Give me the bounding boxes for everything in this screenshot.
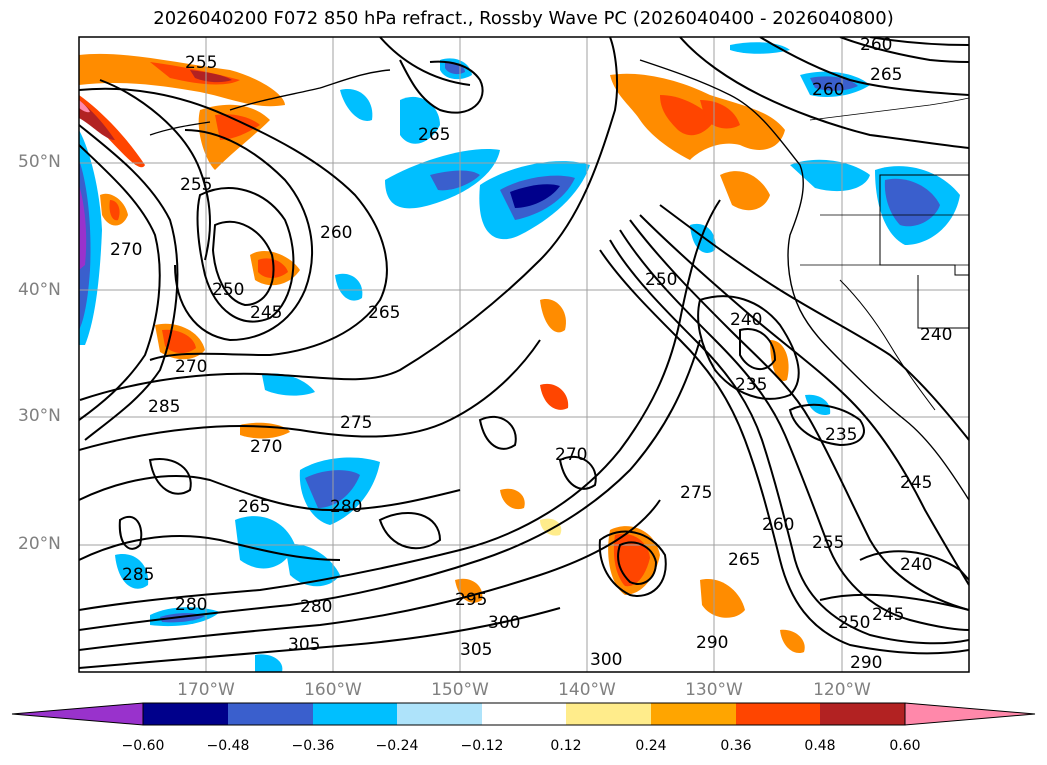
contour-labels: 255 260 265 250 245 270 255 260 265 270 … bbox=[110, 35, 952, 673]
contour-label: 265 bbox=[368, 303, 400, 323]
contour-label: 260 bbox=[812, 80, 844, 100]
contour-label: 260 bbox=[860, 35, 892, 55]
coastlines bbox=[149, 59, 969, 501]
contour-label: 305 bbox=[460, 640, 492, 660]
contour-label: 250 bbox=[212, 280, 244, 300]
lon-label: 170°W bbox=[177, 680, 235, 700]
contour-label: 300 bbox=[488, 613, 520, 633]
contour-label: 275 bbox=[340, 413, 372, 433]
colorbar-bin bbox=[143, 703, 228, 725]
contour-label: 245 bbox=[900, 473, 932, 493]
colorbar-bin bbox=[228, 703, 313, 725]
contour-label: 265 bbox=[870, 65, 902, 85]
contour-label: 295 bbox=[455, 590, 487, 610]
map-frame bbox=[78, 36, 970, 673]
contour-lines bbox=[79, 37, 969, 669]
contour-label: 275 bbox=[680, 483, 712, 503]
contour-label: 270 bbox=[555, 445, 587, 465]
contour-label: 240 bbox=[730, 310, 762, 330]
colorbar-bin bbox=[820, 703, 905, 725]
contour-label: 265 bbox=[728, 550, 760, 570]
contour-label: 255 bbox=[812, 533, 844, 553]
contour-label: 260 bbox=[762, 515, 794, 535]
contour-label: 280 bbox=[300, 597, 332, 617]
colorbar-tick-label: 0.12 bbox=[550, 738, 582, 754]
contour-label: 305 bbox=[288, 635, 320, 655]
lon-label: 160°W bbox=[304, 680, 362, 700]
contour-label: 250 bbox=[838, 613, 870, 633]
contour-label: 285 bbox=[122, 565, 154, 585]
colorbar bbox=[11, 702, 1036, 726]
map-title: 2026040200 F072 850 hPa refract., Rossby… bbox=[153, 8, 894, 29]
lat-label: 50°N bbox=[18, 152, 61, 172]
lat-label: 30°N bbox=[18, 406, 61, 426]
colorbar-bin bbox=[736, 703, 820, 725]
graticule bbox=[79, 37, 969, 672]
lon-label: 150°W bbox=[431, 680, 489, 700]
contour-label: 290 bbox=[850, 653, 882, 673]
colorbar-tick-label: −0.12 bbox=[460, 738, 504, 754]
contour-label: 285 bbox=[148, 397, 180, 417]
colorbar-bin bbox=[482, 703, 566, 725]
colorbar-tick-label: −0.24 bbox=[375, 738, 419, 754]
contour-label: 240 bbox=[900, 555, 932, 575]
contour-label: 245 bbox=[872, 605, 904, 625]
contour-label: 235 bbox=[825, 425, 857, 445]
colorbar-tick-label: 0.60 bbox=[889, 738, 921, 754]
lon-label: 130°W bbox=[685, 680, 743, 700]
colorbar-bin bbox=[566, 703, 651, 725]
contour-label: 270 bbox=[175, 357, 207, 377]
contour-label: 300 bbox=[590, 650, 622, 670]
contour-label: 265 bbox=[238, 497, 270, 517]
colorbar-tick-label: −0.36 bbox=[291, 738, 335, 754]
lat-label: 20°N bbox=[18, 534, 61, 554]
contour-label: 265 bbox=[418, 125, 450, 145]
colorbar-extend-low bbox=[11, 702, 144, 726]
contour-label: 270 bbox=[110, 240, 142, 260]
contour-label: 280 bbox=[330, 497, 362, 517]
colorbar-tick-label: 0.24 bbox=[635, 738, 667, 754]
lat-label: 40°N bbox=[18, 280, 61, 300]
colorbar-extend-high bbox=[904, 702, 1036, 726]
colorbar-tick-label: −0.48 bbox=[206, 738, 250, 754]
contour-label: 240 bbox=[920, 325, 952, 345]
contour-label: 245 bbox=[250, 303, 282, 323]
colorbar-bin bbox=[397, 703, 482, 725]
contour-label: 290 bbox=[696, 633, 728, 653]
contour-label: 270 bbox=[250, 437, 282, 457]
contour-label: 255 bbox=[180, 175, 212, 195]
colorbar-tick-label: −0.60 bbox=[121, 738, 165, 754]
colorbar-tick-label: 0.48 bbox=[804, 738, 836, 754]
contour-label: 260 bbox=[320, 223, 352, 243]
colorbar-bin bbox=[313, 703, 397, 725]
contour-label: 235 bbox=[735, 375, 767, 395]
lon-label: 120°W bbox=[813, 680, 871, 700]
colorbar-tick-label: 0.36 bbox=[720, 738, 752, 754]
contour-label: 255 bbox=[185, 53, 217, 73]
lon-label: 140°W bbox=[558, 680, 616, 700]
contour-label: 280 bbox=[175, 595, 207, 615]
colorbar-bin bbox=[651, 703, 736, 725]
contour-label: 250 bbox=[645, 270, 677, 290]
shaded-anomalies bbox=[79, 42, 960, 672]
